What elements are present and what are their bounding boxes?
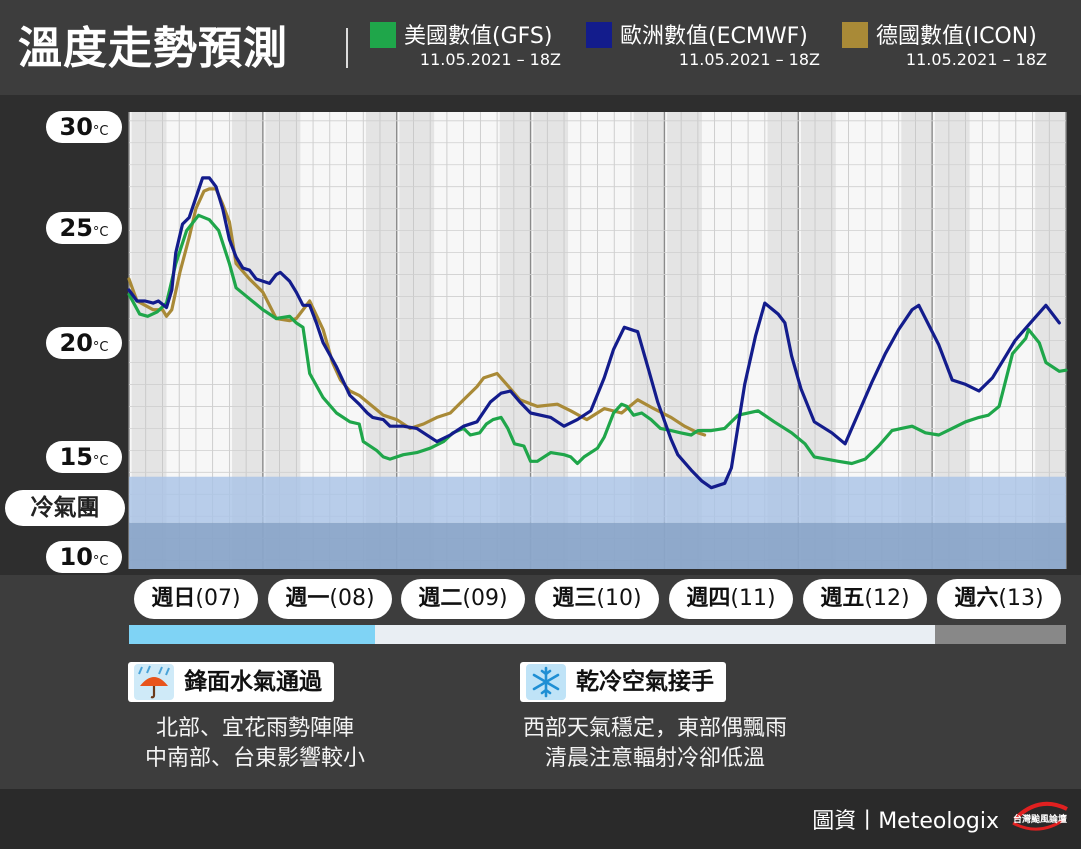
series-line-ecmwf [127,176,1061,490]
phase-segment-later [934,625,1066,644]
legend-name-gfs: 美國數值(GFS) [404,24,553,49]
day-label-sun: 週日(07) [134,579,258,619]
phase-segment-dry-cold [375,625,935,644]
y-tick-label-25: 25°C [46,212,122,244]
weather-phase-bar [129,625,1066,644]
callout-dry-cold-title: 乾冷空氣接手 [520,662,726,702]
snowflake-icon [526,664,566,700]
chart-area: 30°C 25°C 20°C 15°C 10°C [0,95,1081,575]
forecast-notes: 鋒面水氣通過 北部、宜花雨勢陣陣 中南部、台東影響較小 乾冷空氣接手 西部天氣穩… [0,644,1081,789]
legend-swatch-icon [842,22,868,48]
callout-front-title: 鋒面水氣通過 [128,662,334,702]
cold-band-dark [129,522,1066,569]
y-tick-label-30: 30°C [46,111,122,143]
day-label-sat: 週六(13) [937,579,1061,619]
logo-text: 台灣颱風論壇 [1013,813,1067,825]
legend-name-ecmwf: 歐洲數值(ECMWF) [620,24,808,49]
forum-logo: 台灣颱風論壇 [1012,801,1068,831]
day-label-mon: 週一(08) [268,579,392,619]
phase-segment-front [129,625,376,644]
day-label-wed: 週三(10) [535,579,659,619]
y-tick-label-20: 20°C [46,327,122,359]
legend-swatch-gfs [370,22,396,48]
day-labels: 週日(07) 週一(08) 週二(09) 週三(10) 週四(11) 週五(12… [0,575,1081,625]
footer: 圖資丨Meteologix 台灣颱風論壇 [0,789,1081,849]
cold-air-mass-label: 冷氣團 [5,490,125,526]
y-tick-label-15: 15°C [46,441,122,473]
callout-front-line-1: 北部、宜花雨勢陣陣 [155,716,354,741]
title-separator [346,28,348,68]
legend-run-icon: 11.05.2021 – 18Z [905,50,1047,69]
legend-run-ecmwf: 11.05.2021 – 18Z [678,50,820,69]
y-tick-label-10: 10°C [46,541,122,573]
callout-dry-cold-line-2: 清晨注意輻射冷卻低溫 [544,746,765,771]
legend-run-gfs: 11.05.2021 – 18Z [419,50,561,69]
day-label-tue: 週二(09) [401,579,525,619]
page-title: 溫度走勢預測 [18,23,288,74]
callout-dry-cold-line-1: 西部天氣穩定，東部偶飄雨 [522,716,787,741]
series-line-gfs [127,213,1068,466]
day-label-thu: 週四(11) [669,579,793,619]
umbrella-rain-icon [134,664,174,700]
header: 溫度走勢預測 美國數值(GFS) 11.05.2021 – 18Z 歐洲數值(E… [0,0,1081,95]
day-label-fri: 週五(12) [803,579,927,619]
callout-front-line-2: 中南部、台東影響較小 [144,746,365,771]
source-credit: 圖資丨Meteologix [812,809,999,834]
cold-band-light [129,476,1066,523]
temperature-chart [127,112,1068,569]
legend-name-icon: 德國數值(ICON) [876,24,1037,49]
legend-swatch-ecmwf [586,22,612,48]
